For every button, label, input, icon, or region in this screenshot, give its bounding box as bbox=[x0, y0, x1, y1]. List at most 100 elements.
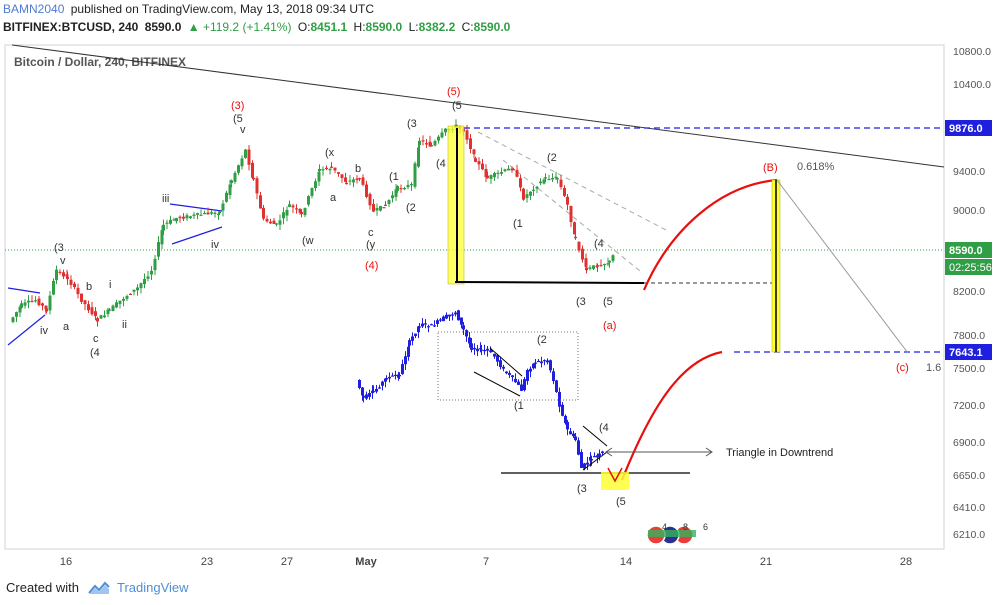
candle bbox=[574, 236, 577, 239]
candle bbox=[428, 141, 432, 147]
candle bbox=[185, 215, 189, 219]
candle bbox=[532, 363, 535, 369]
x-tick-label: 27 bbox=[281, 556, 293, 568]
candle bbox=[559, 179, 563, 188]
candle bbox=[551, 178, 554, 180]
candle bbox=[572, 433, 575, 437]
candle bbox=[418, 326, 421, 328]
candle bbox=[401, 364, 404, 375]
candle bbox=[414, 333, 417, 336]
candle bbox=[493, 353, 496, 357]
wave-label: (1 bbox=[513, 218, 523, 230]
candle bbox=[55, 269, 58, 281]
candle bbox=[379, 205, 382, 211]
wave-label: ii bbox=[122, 319, 127, 331]
candle bbox=[83, 300, 87, 305]
candle bbox=[411, 336, 414, 341]
price-chart[interactable]: Bitcoin / Dollar, 240, BITFINEX 10800.0 … bbox=[0, 39, 1002, 575]
candle bbox=[542, 179, 546, 184]
candle bbox=[90, 307, 94, 315]
candle bbox=[318, 169, 321, 172]
open-label: O: bbox=[297, 20, 311, 34]
triangle-label: Triangle in Downtrend bbox=[726, 447, 833, 459]
channel-line bbox=[502, 159, 641, 272]
candle bbox=[465, 330, 468, 337]
x-tick-label: 28 bbox=[900, 556, 912, 568]
candle bbox=[396, 186, 399, 191]
candle bbox=[596, 265, 599, 267]
candle bbox=[417, 326, 420, 333]
idea-badges[interactable]: 4 8 6 bbox=[646, 522, 708, 545]
candle bbox=[129, 293, 132, 296]
candle bbox=[233, 172, 237, 182]
candle bbox=[69, 279, 73, 285]
candle bbox=[490, 350, 493, 353]
candle bbox=[476, 348, 479, 352]
candle bbox=[469, 138, 472, 149]
candle bbox=[473, 347, 476, 350]
candle bbox=[391, 375, 394, 377]
candle bbox=[493, 173, 496, 178]
candle bbox=[440, 132, 444, 138]
candle bbox=[445, 314, 448, 319]
candle bbox=[244, 149, 247, 158]
brand-link[interactable]: TradingView bbox=[117, 580, 189, 595]
wave-label: (5 bbox=[233, 113, 243, 125]
candle bbox=[189, 216, 192, 219]
candle bbox=[192, 214, 196, 216]
candle bbox=[413, 163, 417, 187]
candle bbox=[462, 325, 465, 330]
candle bbox=[298, 208, 302, 213]
wave-labels: (3 v b i iv a c ii (4 iii iv (5 v (w (x … bbox=[40, 100, 941, 508]
high-label: H: bbox=[353, 20, 366, 34]
wave-label: (5 bbox=[452, 100, 462, 112]
candle bbox=[153, 258, 157, 271]
candle bbox=[340, 174, 344, 178]
candle bbox=[122, 298, 125, 301]
author-name[interactable]: BAMN2040 bbox=[3, 2, 65, 16]
tradingview-logo-icon[interactable] bbox=[88, 581, 110, 595]
wave-label: iv bbox=[211, 239, 219, 251]
wave-label: iii bbox=[162, 193, 169, 205]
candle bbox=[406, 184, 410, 188]
candle bbox=[325, 167, 328, 170]
candle bbox=[468, 337, 471, 344]
trendline bbox=[11, 44, 945, 168]
candle bbox=[515, 169, 519, 177]
candle bbox=[203, 212, 206, 215]
candle bbox=[477, 161, 481, 165]
candle bbox=[430, 324, 433, 326]
candle bbox=[143, 278, 146, 285]
wave-label: iv bbox=[40, 325, 48, 337]
candle bbox=[378, 387, 381, 389]
candle bbox=[439, 319, 442, 321]
candle bbox=[125, 296, 129, 299]
candle bbox=[512, 169, 515, 171]
wave-label: (3 bbox=[54, 242, 64, 254]
candle bbox=[486, 348, 489, 351]
candle bbox=[532, 189, 535, 191]
last-price-tag bbox=[945, 242, 992, 258]
candle bbox=[511, 375, 514, 378]
candle bbox=[385, 378, 388, 380]
arrow-head-left bbox=[605, 447, 613, 457]
candles bbox=[11, 119, 615, 471]
y-tick-label: 6900.0 bbox=[953, 437, 985, 449]
wave-label: (x bbox=[325, 147, 335, 159]
candle bbox=[525, 194, 529, 199]
candle bbox=[362, 395, 365, 398]
candle bbox=[262, 207, 265, 219]
price-tag-text: 7643.1 bbox=[949, 347, 983, 359]
candle bbox=[358, 178, 361, 180]
candle bbox=[433, 325, 436, 327]
wave-label: (4 bbox=[599, 422, 609, 434]
candle bbox=[503, 169, 507, 172]
candle bbox=[225, 192, 228, 202]
candle bbox=[589, 457, 592, 461]
candle bbox=[252, 177, 255, 180]
y-tick-label: 8200.0 bbox=[953, 286, 985, 298]
candle bbox=[544, 177, 547, 179]
candle bbox=[240, 158, 244, 167]
candle bbox=[603, 263, 606, 266]
candle bbox=[291, 205, 295, 208]
